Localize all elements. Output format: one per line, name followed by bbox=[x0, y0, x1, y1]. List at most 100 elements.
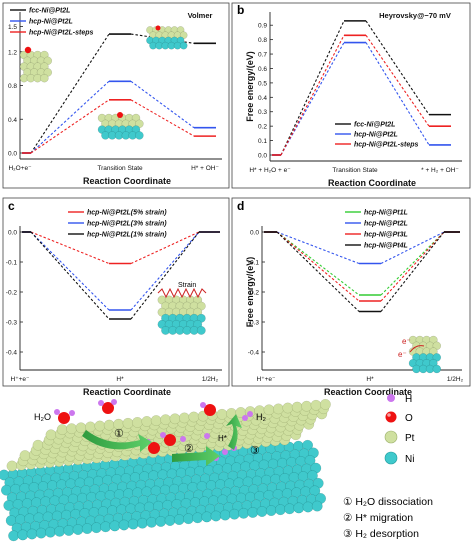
ni-atom bbox=[210, 510, 222, 522]
panel-b-ytick-label: 0.9 bbox=[258, 23, 267, 30]
panel-b-frame bbox=[231, 2, 471, 189]
atom-sphere bbox=[432, 364, 441, 374]
panel-b-connector-2-1 bbox=[365, 34, 430, 127]
panel-b-legend-label: hcp-Ni@Pt2L-steps bbox=[354, 142, 418, 149]
panel-letter-d: d bbox=[237, 199, 244, 213]
ni-atom bbox=[238, 507, 250, 519]
panel-d-ytick-label: -0.4 bbox=[248, 350, 260, 357]
ni-atom bbox=[146, 516, 158, 528]
pt-atom bbox=[131, 416, 143, 428]
electron-label-2: e⁻ bbox=[398, 350, 407, 359]
panel-a-xtick-label: Transition State bbox=[97, 165, 143, 172]
panel-letter-b: b bbox=[237, 3, 244, 17]
panel-b-xtick-label: * + H₂ + OH⁻ bbox=[421, 167, 459, 174]
panel-b-xtick-label: H* + H₂O + e⁻ bbox=[249, 167, 291, 174]
panel-c-legend-label: hcp-Ni@Pt2L(1% strain) bbox=[87, 232, 167, 239]
chart-panel-a: 0.0 0.4 0.8 1.2 1.5 H₂O+e⁻ Transition State H* … bbox=[8, 8, 222, 186]
panel-b-xlabel: Reaction Coordinate bbox=[328, 178, 416, 188]
oh-adsorbed-icon bbox=[145, 432, 210, 454]
panel-a-legend-label: hcp-Ni@Pt2L bbox=[29, 19, 73, 26]
pt-atom bbox=[178, 412, 190, 424]
panel-b-xtick-label: Transition State bbox=[332, 167, 378, 174]
step-description-3: ③ H₂ desorption bbox=[343, 528, 419, 540]
atom-legend: H O Pt Ni bbox=[384, 394, 415, 465]
step-description-2: ② H* migration bbox=[343, 512, 413, 524]
panel-d-ytick-label: -0.1 bbox=[248, 260, 260, 267]
panel-c-ytick-label: -0.4 bbox=[6, 350, 18, 357]
hstar-label: H* bbox=[218, 434, 227, 443]
panel-d-xtick-label: 1/2H₂ bbox=[447, 376, 464, 383]
electron-arrow-icon bbox=[409, 345, 425, 353]
panel-b-ylabel: Free energy/(eV) bbox=[245, 51, 255, 122]
panel-d-connector-3-0 bbox=[276, 231, 360, 312]
panel-c-connector-2-1 bbox=[130, 231, 200, 320]
process-arrow-2 bbox=[172, 446, 220, 466]
pt-atom bbox=[319, 398, 331, 410]
ni-atom bbox=[54, 525, 65, 537]
panel-a-connector-0-0 bbox=[30, 33, 110, 154]
panel-b-legend-label: fcc-Ni@Pt2L bbox=[354, 122, 395, 129]
panel-a-frame bbox=[2, 2, 230, 189]
slab-illustration-hcp-steps bbox=[97, 112, 144, 140]
process-arrow-1 bbox=[82, 430, 152, 452]
panel-b-connector-2-0 bbox=[280, 35, 345, 156]
oh-molecule-icon bbox=[98, 399, 117, 414]
panel-c-legend-label: hcp-Ni@Pt2L(3% strain) bbox=[87, 221, 167, 228]
ni-atom bbox=[63, 525, 75, 536]
adsorbate-o-icon bbox=[155, 25, 161, 31]
panel-d-ytick-label: 0.0 bbox=[250, 230, 259, 237]
ni-atom bbox=[91, 522, 102, 534]
ni-atom bbox=[35, 527, 47, 539]
step-number-3: ③ bbox=[250, 445, 260, 457]
panel-a-connector-2-1 bbox=[130, 99, 195, 137]
ni-atom bbox=[100, 521, 112, 533]
panel-b-connector-0-0 bbox=[280, 20, 345, 156]
ni-atom bbox=[136, 517, 148, 529]
legend-dot-o bbox=[385, 411, 397, 423]
ni-atom bbox=[109, 520, 121, 532]
ni-atom bbox=[228, 508, 240, 520]
panel-c-frame bbox=[2, 197, 230, 387]
panel-d-ytick-label: -0.2 bbox=[248, 290, 260, 297]
panel-b-ytick-label: 0.6 bbox=[258, 66, 267, 73]
atom-sphere bbox=[196, 326, 206, 335]
panel-c-connector-0-1 bbox=[130, 231, 200, 264]
ni-atom bbox=[26, 528, 38, 540]
panel-c-connector-2-0 bbox=[30, 231, 110, 320]
panel-d-connector-3-1 bbox=[380, 231, 445, 312]
panel-b-ytick-label: 0.5 bbox=[258, 80, 267, 87]
panel-d-ytick-label: -0.3 bbox=[248, 320, 260, 327]
panel-a-xlabel: Reaction Coordinate bbox=[83, 176, 171, 186]
ni-atom bbox=[127, 518, 139, 530]
step-number-2: ② bbox=[184, 443, 194, 455]
ni-atom bbox=[164, 515, 176, 526]
pt-atom bbox=[188, 411, 200, 423]
panel-c-connector-1-1 bbox=[130, 231, 200, 311]
slab-illustration-fcc bbox=[19, 46, 52, 83]
pt-atom bbox=[282, 402, 294, 414]
ni-atom bbox=[293, 502, 305, 514]
ni-atom bbox=[265, 505, 277, 516]
legend-label-ni: Ni bbox=[405, 454, 414, 465]
panel-c-xtick-label: H⁺+e⁻ bbox=[11, 376, 31, 383]
pt-atom bbox=[56, 424, 68, 435]
adsorbate-o-icon bbox=[117, 112, 123, 118]
pt-atom bbox=[141, 416, 153, 427]
pt-atom bbox=[272, 403, 284, 415]
pt-atom bbox=[291, 401, 303, 413]
pt-atom bbox=[310, 399, 322, 411]
panel-a-ytick-label: 0.0 bbox=[8, 151, 17, 158]
pt-atom bbox=[19, 450, 31, 461]
panel-c-connector-1-0 bbox=[30, 231, 110, 311]
panel-b-ytick-label: 0.0 bbox=[258, 153, 267, 160]
panel-a-ytick-label: 0.8 bbox=[8, 83, 17, 90]
ni-atom bbox=[302, 501, 314, 513]
legend-label-h: H bbox=[405, 394, 412, 405]
panel-a-ytick-label: 1.5 bbox=[8, 24, 17, 31]
panel-a-legend-label: fcc-Ni@Pt2L bbox=[29, 8, 70, 15]
step-description-1: ① H₂O dissociation bbox=[343, 496, 433, 508]
panel-d-xtick-label: H* bbox=[366, 376, 374, 383]
slab-illustration-hcp-top bbox=[146, 25, 188, 50]
ni-atom bbox=[201, 511, 213, 523]
panel-c-xtick-label: 1/2H₂ bbox=[202, 376, 219, 383]
